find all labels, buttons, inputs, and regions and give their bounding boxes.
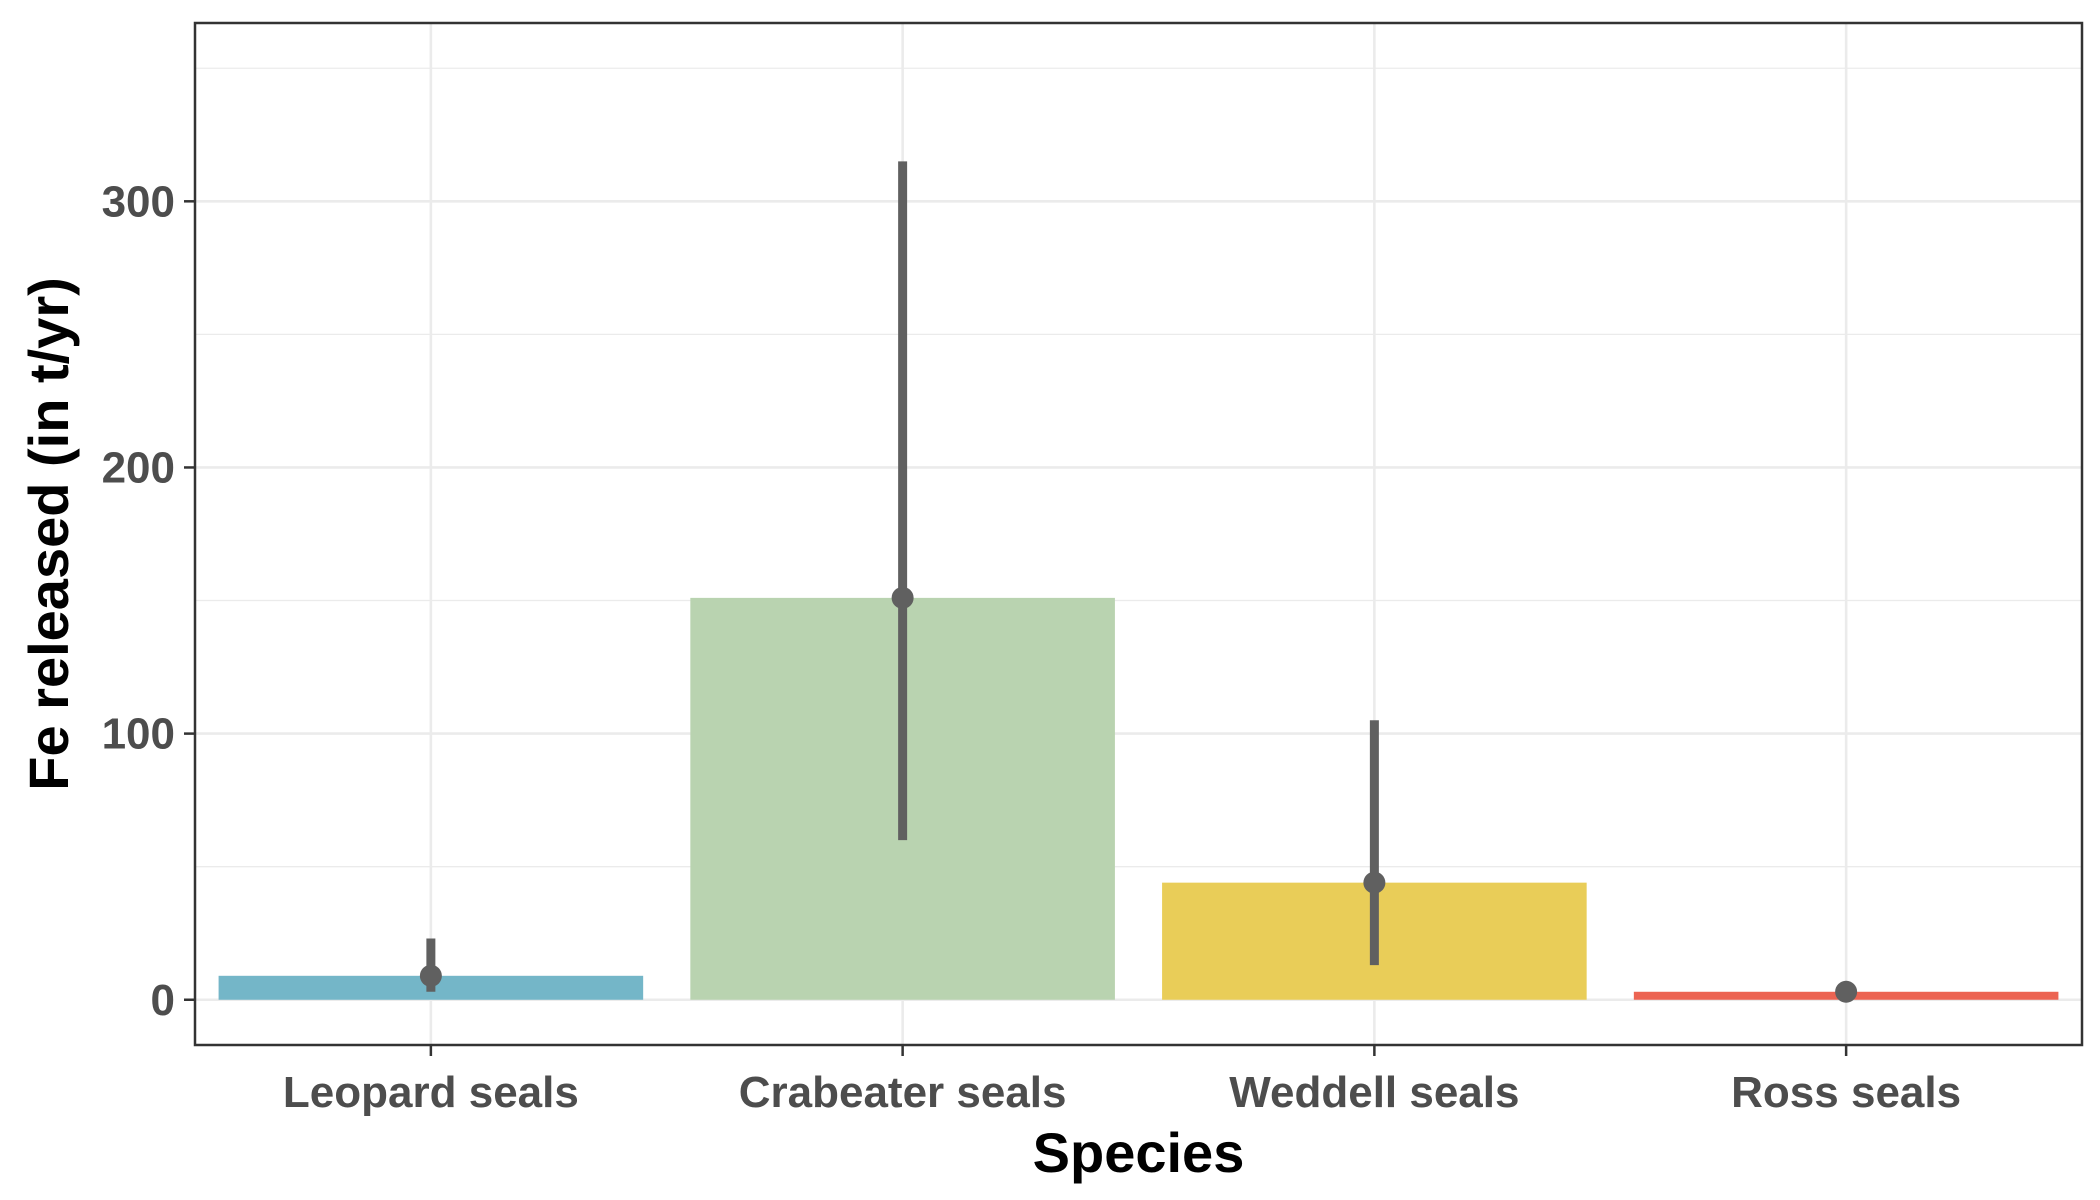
y-axis-title: Fe released (in t/yr): [17, 277, 80, 791]
x-tick-label: Weddell seals: [1229, 1068, 1519, 1117]
mean-point: [419, 964, 442, 987]
grid: [195, 23, 2082, 1045]
mean-point: [891, 586, 914, 609]
y-axis: 0 100 200 300: [102, 177, 195, 1025]
y-tick-label: 200: [102, 443, 175, 492]
x-tick-label: Ross seals: [1731, 1068, 1961, 1117]
x-tick-label: Crabeater seals: [739, 1068, 1067, 1117]
mean-point: [1835, 980, 1858, 1003]
mean-point: [1363, 871, 1386, 894]
x-axis-title: Species: [1033, 1121, 1245, 1184]
y-tick-label: 100: [102, 710, 175, 759]
x-axis: Leopard seals Crabeater seals Weddell seal…: [283, 1045, 1961, 1117]
bars: [218, 597, 2059, 1000]
y-tick-label: 0: [151, 976, 175, 1025]
y-tick-label: 300: [102, 177, 175, 226]
error-bars: [419, 161, 1858, 1003]
panel-border: [193, 21, 2084, 1047]
x-tick-label: Leopard seals: [283, 1068, 579, 1117]
